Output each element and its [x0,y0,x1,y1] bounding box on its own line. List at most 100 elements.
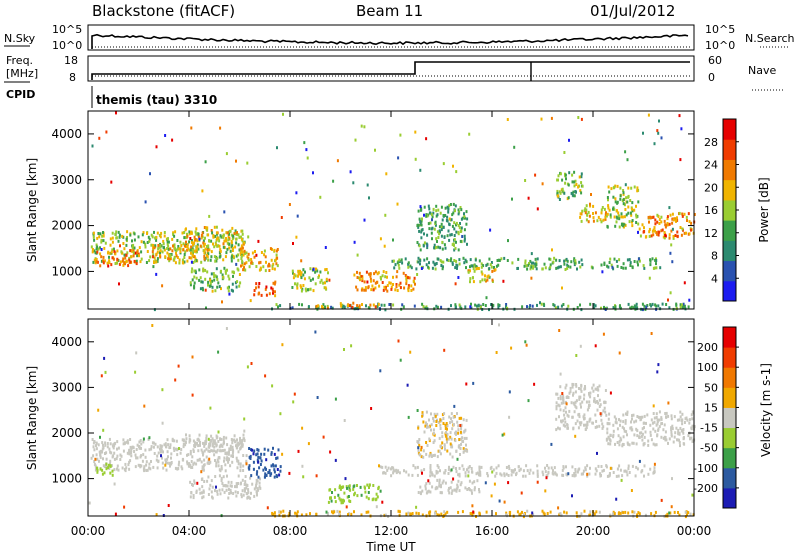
echo-cell [481,272,484,276]
echo-cell [444,512,447,516]
echo-cell [594,425,597,429]
echo-cell [421,513,424,517]
echo-cell [586,474,589,478]
echo-cell [382,270,385,274]
echo-cell [536,303,538,307]
echo-cell [189,452,192,456]
echo-cell [589,204,592,208]
echo-cell [622,443,625,446]
echo-cell [160,445,163,449]
echo-cell [108,261,111,264]
echo-cell [643,426,645,430]
echo-cell [148,436,151,440]
echo-cell [101,450,104,454]
echo-cell [667,414,670,418]
echo-cell [607,204,610,208]
echo-cell [113,482,116,486]
echo-cell [683,212,686,216]
echo-cell [568,391,571,395]
echo-cell [591,266,594,270]
x-tick-label: 12:00 [374,524,409,538]
echo-cell [585,208,588,212]
echo-cell [265,474,268,477]
echo-cell [463,234,466,238]
echo-cell [616,467,619,471]
echo-cell [410,266,413,270]
echo-cell [257,239,260,243]
echo-cell [303,141,306,145]
echo-cell [235,237,238,241]
echo-cell [161,456,163,460]
echo-cell [101,472,104,476]
echo-cell [472,381,475,385]
nave-label: Nave [748,64,776,77]
echo-cell [145,460,148,464]
echo-cell [234,485,236,489]
echo-cell [465,382,468,386]
echo-cell [90,245,93,249]
echo-cell [231,226,234,230]
echo-cell [239,247,242,251]
echo-cell [566,259,569,263]
echo-cell [488,267,491,271]
echo-cell [567,414,570,418]
echo-cell [627,186,630,190]
echo-cell [349,488,352,492]
echo-cell [236,280,239,284]
echo-cell [425,410,428,414]
echo-cell [498,323,500,327]
echo-cell [216,458,219,462]
echo-cell [215,243,218,247]
echo-cell [623,215,626,219]
echo-cell [457,276,460,279]
echo-cell [569,386,572,390]
echo-cell [167,244,170,248]
echo-cell [608,190,611,194]
echo-cell [304,270,306,274]
echo-cell [218,474,221,478]
echo-cell [279,304,282,308]
echo-cell [645,421,647,425]
echo-cell [562,465,565,469]
echo-cell [655,416,658,419]
echo-cell [541,509,544,513]
echo-cell [228,457,230,461]
echo-cell [635,302,638,306]
echo-cell [98,136,101,140]
echo-cell [582,469,585,473]
echo-cell [407,415,410,419]
echo-cell [521,305,524,309]
echo-cell [622,202,625,206]
echo-cell [463,215,466,218]
echo-cell [109,459,112,463]
echo-cell [227,452,230,456]
velocity-colorbar-label: Velocity [m s-1] [759,363,773,457]
echo-cell [555,392,558,396]
echo-cell [207,280,210,284]
echo-cell [392,466,395,470]
echo-cell [536,474,539,478]
echo-cell [117,468,120,472]
echo-cell [193,481,196,485]
echo-cell [464,428,467,432]
echo-cell [625,412,627,416]
echo-cell [622,266,625,270]
echo-cell [240,257,243,261]
echo-cell [383,303,386,307]
echo-cell [421,414,424,418]
echo-cell [117,446,120,450]
echo-cell [151,235,154,239]
echo-cell [241,444,244,448]
echo-cell [423,258,426,262]
echo-cell [455,467,457,470]
echo-cell [133,238,136,242]
noise-left-tick-top: 10^5 [52,23,82,36]
echo-cell [615,474,618,478]
echo-cell [273,470,276,474]
echo-cell [329,450,332,454]
echo-cell [471,504,474,508]
echo-cell [260,459,263,463]
echo-cell [444,427,447,430]
echo-cell [126,236,128,239]
echo-cell [480,265,483,269]
